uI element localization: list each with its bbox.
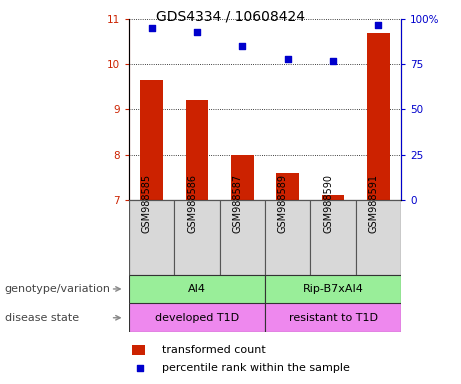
Point [194, 29, 201, 35]
Bar [367, 33, 390, 200]
Bar [129, 275, 265, 303]
Point [136, 365, 144, 371]
Text: GSM988586: GSM988586 [187, 174, 197, 233]
Text: GDS4334 / 10608424: GDS4334 / 10608424 [156, 10, 305, 23]
Point [329, 58, 337, 64]
Text: Rip-B7xAI4: Rip-B7xAI4 [302, 284, 364, 294]
Bar [220, 200, 265, 275]
Bar [231, 155, 254, 200]
Bar [186, 101, 208, 200]
Bar [277, 173, 299, 200]
Text: genotype/variation: genotype/variation [5, 284, 111, 294]
Bar [174, 200, 220, 275]
Text: GSM988587: GSM988587 [232, 174, 242, 233]
Point [284, 56, 291, 62]
Text: GSM988585: GSM988585 [142, 174, 152, 233]
Text: percentile rank within the sample: percentile rank within the sample [162, 362, 349, 373]
Text: AI4: AI4 [188, 284, 206, 294]
Point [239, 43, 246, 50]
Bar [356, 200, 401, 275]
Text: GSM988590: GSM988590 [323, 174, 333, 233]
Point [148, 25, 155, 31]
Text: resistant to T1D: resistant to T1D [289, 313, 378, 323]
Bar [310, 200, 356, 275]
Bar [129, 303, 265, 332]
Bar [265, 303, 401, 332]
Bar [322, 195, 344, 200]
Bar [265, 275, 401, 303]
Text: GSM988589: GSM988589 [278, 174, 288, 233]
Text: GSM988591: GSM988591 [368, 174, 378, 233]
Point [375, 22, 382, 28]
Bar [265, 200, 310, 275]
Bar [129, 200, 174, 275]
Text: disease state: disease state [5, 313, 79, 323]
Bar [141, 80, 163, 200]
Bar [132, 345, 145, 355]
Text: developed T1D: developed T1D [155, 313, 239, 323]
Text: transformed count: transformed count [162, 345, 266, 355]
